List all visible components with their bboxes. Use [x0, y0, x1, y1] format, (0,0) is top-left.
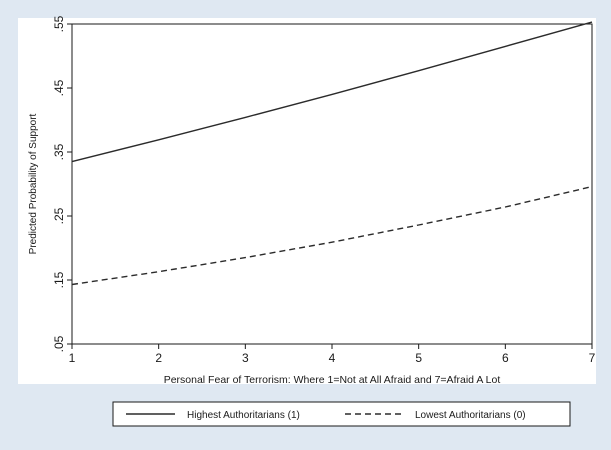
legend-box	[112, 401, 571, 427]
legend-label-highest: Highest Authoritarians (1)	[187, 410, 300, 421]
y-tick-label: .05	[52, 335, 66, 352]
legend-label-lowest: Lowest Authoritarians (0)	[415, 410, 526, 421]
y-tick-label: .55	[52, 15, 66, 32]
series-line-highest-authoritarians	[71, 21, 593, 163]
x-axis-title: Personal Fear of Terrorism: Where 1=Not …	[164, 374, 501, 386]
y-axis-title: Predicted Probability of Support	[28, 113, 39, 254]
y-tick-label: .15	[52, 271, 66, 288]
x-tick-label: 1	[69, 351, 76, 365]
x-tick-label: 2	[155, 351, 162, 365]
series-line-lowest-authoritarians	[71, 185, 593, 286]
y-axis: .05 .15 .25 .35 .45 .55	[52, 15, 72, 352]
x-tick-label: 4	[329, 351, 336, 365]
x-axis: 1 2 3 4 5 6 7	[69, 344, 596, 365]
y-tick-label: .45	[52, 79, 66, 96]
x-tick-label: 6	[502, 351, 509, 365]
x-tick-label: 3	[242, 351, 249, 365]
y-tick-label: .25	[52, 207, 66, 224]
x-tick-label: 7	[589, 351, 596, 365]
series-layer	[71, 21, 593, 286]
x-tick-label: 5	[415, 351, 422, 365]
legend: Highest Authoritarians (1) Lowest Author…	[112, 401, 571, 427]
plot-area	[71, 23, 593, 345]
y-tick-label: .35	[52, 143, 66, 160]
